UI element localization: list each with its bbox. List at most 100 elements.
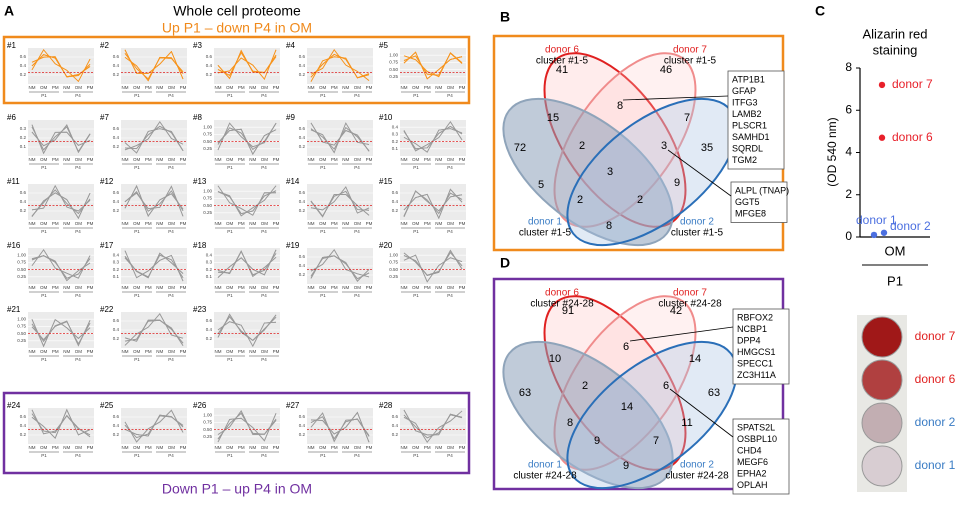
venn-count: 9 [623,460,629,472]
cluster-label: #18 [193,241,207,250]
profile-lines [403,409,463,443]
group-label: P4 [75,93,81,98]
group-label: P1 [134,165,140,170]
x-tick-label: NM [249,445,256,450]
x-tick-label: NM [29,221,36,226]
plot-bg [214,184,280,220]
venn-count: 63 [708,387,720,399]
group-label: P4 [75,453,81,458]
venn-count: 7 [684,112,690,124]
y-tick-label: 0.4 [299,423,306,428]
venn-count: 9 [674,177,680,189]
x-tick-label: PM [331,157,338,162]
x-tick-label: OM [354,285,362,290]
x-tick-label: OM [40,221,48,226]
leader-line [629,326,734,342]
venn-count: 8 [617,100,623,112]
cluster-label: #9 [286,113,295,122]
set-name: donor 6 [545,288,579,299]
y-tick-label: 0.1 [113,274,120,279]
x-tick-label: NM [29,445,36,450]
profile-line [124,49,184,80]
set-subtitle: cluster #24-28 [665,471,729,482]
x-tick-label: PM [273,349,280,354]
x-tick-label: PM [87,349,94,354]
x-tick-label: PM [87,157,94,162]
x-tick-label: OM [447,285,455,290]
set-name: donor 2 [680,460,714,471]
y-tick-label: 0.3 [206,260,213,265]
cluster-label: #2 [100,41,109,50]
group-label: P4 [75,165,81,170]
y-tick-label: 0.2 [392,208,399,213]
set-name: donor 7 [673,45,707,56]
group-label: P4 [261,229,267,234]
x-tick-label: NM [29,285,36,290]
y-tick-label: 0.4 [113,199,120,204]
x-tick-label: NM [156,157,163,162]
x-tick-label: NM [401,85,408,90]
x-tick-label: OM [447,85,455,90]
profile-line [403,51,463,80]
profile-lines [31,318,91,348]
well-label: donor 7 [915,329,956,343]
y-tick-label: 0.1 [206,274,213,279]
cluster-label: #20 [379,241,393,250]
point-label: donor 1 [856,213,897,227]
x-tick-label: PM [238,349,245,354]
gene-box [727,70,785,170]
gene-name: PLSCR1 [732,120,767,130]
y-tick-label: 0.2 [113,72,120,77]
x-tick-label: PM [273,221,280,226]
cluster-label: #25 [100,401,114,410]
x-tick-label: OM [354,157,362,162]
profile-lines [124,313,184,346]
data-point [870,231,878,239]
y-tick-label: 0.75 [203,420,212,425]
x-tick-label: PM [52,285,59,290]
group-label: P1 [413,229,419,234]
x-tick-label: NM [435,221,442,226]
group-label: P4 [447,453,453,458]
y-tick-label: 0.2 [20,432,27,437]
y-tick-label: 1.00 [17,316,26,321]
x-tick-label: OM [412,285,420,290]
x-tick-label: OM [319,85,327,90]
cluster-label: #6 [7,113,16,122]
panel-letter: A [4,3,14,19]
y-tick-label: 0.6 [299,190,306,195]
gene-name: MEGF6 [737,457,768,467]
x-tick-label: NM [63,349,70,354]
x-tick-label: NM [308,285,315,290]
cluster-label: #27 [286,401,300,410]
x-tick-label: NM [215,85,222,90]
y-tick-label: 0.4 [20,199,27,204]
y-tick-label: 2 [845,187,852,201]
y-tick-label: 0.75 [17,324,26,329]
venn-count: 9 [594,435,600,447]
profile-lines [310,122,370,154]
y-tick-label: 0.25 [17,338,26,343]
profile-line [124,414,184,437]
y-tick-label: 0.2 [113,267,120,272]
gene-name: TGM2 [732,155,757,165]
profile-lines [403,188,463,220]
y-tick-label: 0.2 [206,267,213,272]
x-tick-label: OM [447,445,455,450]
y-tick-label: 0.50 [389,267,398,272]
x-tick-label: NM [122,285,129,290]
y-tick-label: 0.2 [20,72,27,77]
profile-line [31,54,91,78]
y-tick-label: 0.2 [299,208,306,213]
x-tick-label: OM [133,221,141,226]
x-tick-label: OM [168,285,176,290]
group-label: P4 [75,357,81,362]
x-tick-label: PM [145,349,152,354]
y-tick-label: 0.4 [113,63,120,68]
x-tick-label: OM [354,445,362,450]
group-title: Up P1 – down P4 in OM [162,20,312,36]
x-tick-label: PM [366,445,373,450]
y-tick-label: 0.4 [299,199,306,204]
x-tick-label: OM [319,285,327,290]
gene-name: MFGE8 [735,208,766,218]
